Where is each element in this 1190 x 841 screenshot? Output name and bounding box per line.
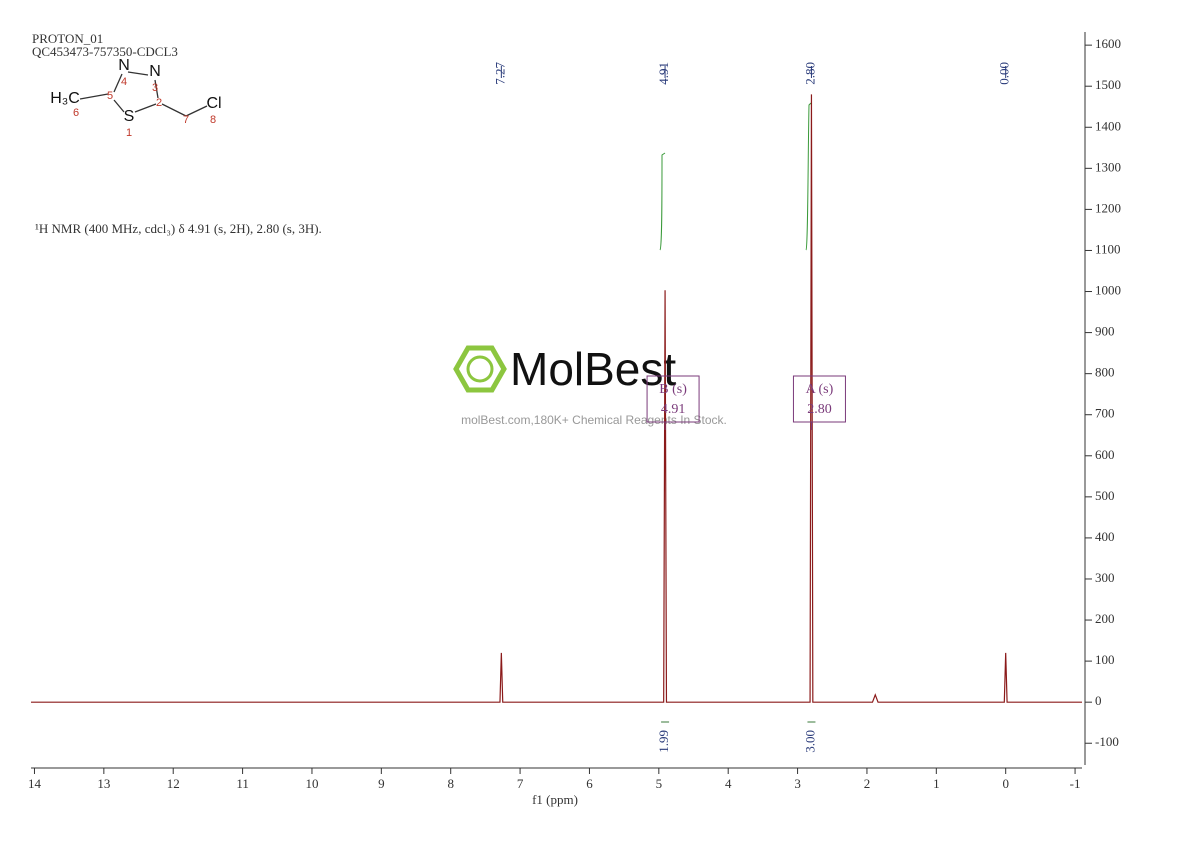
x-tick-label: 10 (305, 776, 318, 791)
integral-label: 1.99 (656, 730, 671, 753)
watermark-tagline: molBest.com,180K+ Chemical Reagents In S… (461, 413, 727, 427)
multiplet-shift: 4.91 (661, 402, 686, 417)
x-tick-label: 7 (517, 776, 524, 791)
y-tick-label: 1000 (1095, 283, 1121, 298)
locant: 6 (73, 107, 79, 119)
structure-bonds (79, 71, 208, 117)
y-tick-label: 0 (1095, 693, 1102, 708)
y-tick-label: 800 (1095, 365, 1115, 380)
locant: 5 (107, 90, 113, 102)
multiplet-box (792, 375, 846, 423)
locant: 8 (210, 114, 216, 126)
sample: QC453473-757350-CDCL3 (32, 44, 178, 59)
locant: 2 (156, 97, 162, 109)
atom-label: H₃C (50, 90, 80, 107)
peak-label: 4.91 (656, 62, 671, 85)
locant: 1 (126, 127, 132, 139)
y-tick-label: 1600 (1095, 36, 1121, 51)
x-tick-label: 11 (236, 776, 249, 791)
multiplet-name: A (s) (806, 382, 834, 397)
x-tick-label: 3 (794, 776, 801, 791)
y-tick-label: 600 (1095, 447, 1115, 462)
watermark-brand: MolBest (510, 343, 676, 395)
spectrum-line (31, 94, 1082, 703)
x-tick-label: -1 (1070, 776, 1081, 791)
x-tick-label: 13 (97, 776, 110, 791)
structure: N N S H₃C Cl 4 3 1 6 8 5 2 7 (50, 57, 221, 139)
y-tick-label: 1100 (1095, 241, 1121, 256)
x-axis-label: f1 (ppm) (532, 792, 578, 807)
x-tick-label: 12 (167, 776, 180, 791)
multiplet-shift: 2.80 (807, 402, 832, 417)
y-tick-label: 400 (1095, 529, 1115, 544)
peak-label: 0.00 (997, 62, 1012, 85)
x-tick-label: 2 (864, 776, 871, 791)
atom-label: N (149, 63, 161, 80)
x-tick-label: 6 (586, 776, 593, 791)
x-tick-label: 14 (28, 776, 42, 791)
atom-label: Cl (206, 95, 221, 112)
peak-label: 2.80 (802, 62, 817, 85)
y-tick-label: 1200 (1095, 200, 1121, 215)
locant: 4 (121, 76, 127, 88)
multiplet-name: B (s) (659, 382, 687, 397)
y-tick-label: 300 (1095, 570, 1115, 585)
x-tick-label: 8 (447, 776, 454, 791)
y-tick-label: 1500 (1095, 77, 1121, 92)
multiplet-box (646, 375, 700, 423)
y-tick-label: 900 (1095, 324, 1115, 339)
y-tick-label: -100 (1095, 734, 1119, 749)
integral-label: 3.00 (802, 730, 817, 753)
y-tick-label: 700 (1095, 406, 1115, 421)
watermark-logo (453, 345, 507, 393)
atom-label: S (124, 108, 135, 125)
x-tick-label: 9 (378, 776, 385, 791)
integral-curve (805, 102, 812, 251)
locant: 7 (183, 114, 189, 126)
y-tick-label: 200 (1095, 611, 1115, 626)
y-tick-label: 100 (1095, 652, 1115, 667)
x-tick-label: 0 (1002, 776, 1009, 791)
experiment: PROTON_01 (32, 31, 103, 46)
y-tick-label: 1300 (1095, 159, 1121, 174)
peak-label: 7.27 (492, 62, 507, 85)
atom-label: N (118, 57, 130, 74)
integral-curve (659, 152, 666, 251)
x-tick-label: 1 (933, 776, 940, 791)
x-tick-label: 4 (725, 776, 732, 791)
description: ¹H NMR (400 MHz, cdcl₃) δ 4.91 (s, 2H), … (35, 221, 322, 236)
y-tick-label: 1400 (1095, 118, 1121, 133)
x-tick-label: 5 (656, 776, 663, 791)
y-tick-label: 500 (1095, 488, 1115, 503)
locant: 3 (152, 82, 158, 94)
